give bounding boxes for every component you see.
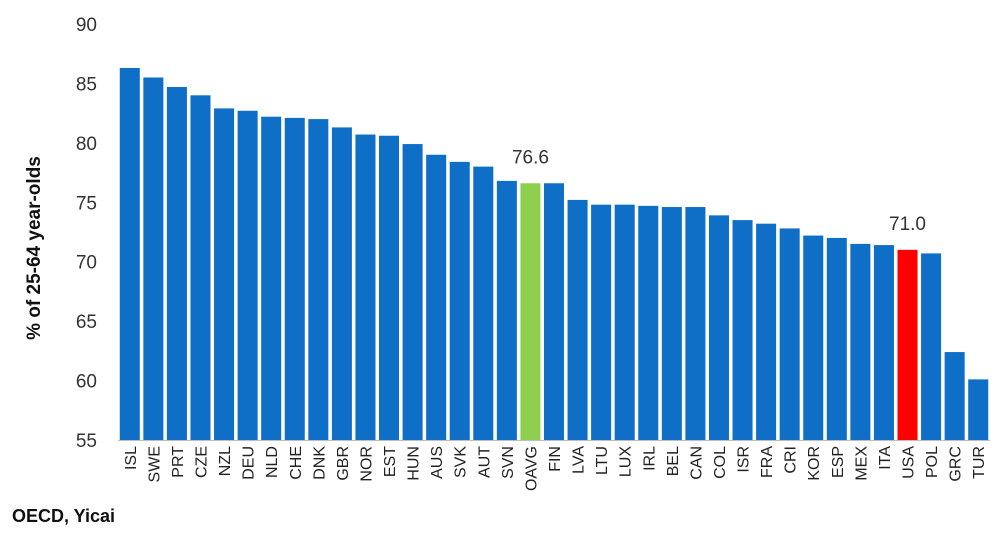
x-tick-label-kor: KOR	[806, 446, 823, 481]
bar-nor	[355, 134, 376, 441]
bar-aus	[426, 154, 447, 441]
bar-dnk	[308, 119, 329, 440]
x-tick-label-isr: ISR	[736, 446, 753, 473]
x-tick-label-isl: ISL	[123, 446, 140, 470]
bar-deu	[237, 110, 258, 441]
x-tick-label-esp: ESP	[830, 446, 847, 478]
x-tick-label-lux: LUX	[618, 446, 635, 477]
x-tick-label-col: COL	[712, 446, 729, 479]
x-tick-label-usa: USA	[901, 446, 918, 479]
x-tick-label-est: EST	[382, 446, 399, 477]
x-tick-label-cri: CRI	[783, 446, 800, 474]
bar-aut	[473, 166, 494, 440]
bar-prt	[166, 86, 187, 441]
bar-irl	[638, 205, 659, 440]
x-tick-label-nzl: NZL	[217, 446, 234, 476]
bar-gbr	[331, 127, 352, 440]
x-tick-label-hun: HUN	[406, 446, 423, 481]
x-tick-label-deu: DEU	[241, 446, 258, 480]
bar-tur	[968, 379, 989, 440]
x-tick-label-pol: POL	[924, 446, 941, 478]
x-tick-label-lva: LVA	[571, 446, 588, 474]
bar-hun	[402, 144, 423, 441]
x-tick-label-oavg: OAVG	[523, 446, 540, 491]
bars	[119, 67, 989, 441]
x-tick-label-ltu: LTU	[594, 446, 611, 475]
bar-usa	[897, 249, 918, 440]
y-axis-title: % of 25-64 year-olds	[24, 156, 45, 340]
x-tick-label-nld: NLD	[264, 446, 281, 478]
x-tick-label-prt: PRT	[170, 446, 187, 478]
x-tick-label-mex: MEX	[853, 446, 870, 481]
y-tick-label: 55	[76, 431, 97, 452]
x-tick-label-swe: SWE	[146, 446, 163, 482]
bar-oavg	[520, 183, 541, 440]
bar-nzl	[214, 108, 235, 440]
source-credit: OECD, Yicai	[12, 506, 116, 526]
bar-ltu	[591, 204, 612, 440]
x-tick-label-ita: ITA	[877, 446, 894, 470]
bar-fin	[543, 183, 565, 440]
bar-cri	[779, 228, 800, 440]
x-tick-label-grc: GRC	[948, 446, 965, 482]
bar-can	[685, 207, 706, 440]
x-tick-label-nor: NOR	[358, 446, 375, 482]
bar-isl	[119, 67, 140, 440]
y-tick-label: 90	[76, 15, 97, 36]
y-tick-label: 60	[76, 372, 97, 393]
data-label-oavg: 76.6	[512, 147, 549, 168]
x-tick-label-gbr: GBR	[335, 446, 352, 481]
bar-bel	[661, 207, 682, 440]
x-tick-label-dnk: DNK	[311, 446, 328, 480]
bar-lva	[567, 199, 588, 440]
x-tick-label-fin: FIN	[547, 446, 564, 472]
bar-swe	[143, 77, 164, 441]
y-tick-label: 70	[76, 253, 97, 274]
data-labels: 76.6 71.0	[512, 147, 926, 235]
bar-nld	[261, 116, 282, 441]
bar-ita	[873, 245, 894, 440]
bar-esp	[826, 237, 847, 440]
x-tick-label-svk: SVK	[453, 446, 470, 478]
bar-grc	[944, 352, 965, 440]
bar-fra	[756, 223, 777, 440]
x-tick-label-bel: BEL	[665, 446, 682, 476]
data-label-usa: 71.0	[889, 214, 926, 235]
x-tick-label-fra: FRA	[759, 446, 776, 478]
y-tick-label: 80	[76, 134, 97, 155]
x-tick-label-aus: AUS	[429, 446, 446, 479]
bar-svk	[449, 161, 470, 440]
x-tick-label-tur: TUR	[971, 446, 988, 479]
y-tick-label: 85	[76, 74, 97, 95]
x-axis-category-labels: ISL SWE PRT CZE NZL DEU NLD CHE DNK GBR NOR EST HUN A…	[123, 446, 988, 491]
x-tick-label-aut: AUT	[476, 446, 493, 478]
bar-col	[708, 215, 729, 440]
bar-cze	[190, 95, 211, 440]
y-tick-label: 75	[76, 193, 97, 214]
bar-kor	[803, 235, 824, 440]
bar-che	[284, 117, 305, 441]
bar-isr	[732, 220, 753, 440]
x-tick-label-cze: CZE	[193, 446, 210, 478]
x-tick-label-svn: SVN	[500, 446, 517, 479]
x-tick-label-irl: IRL	[641, 446, 658, 471]
bar-est	[379, 135, 400, 441]
x-tick-label-can: CAN	[688, 446, 705, 480]
x-tick-label-che: CHE	[288, 446, 305, 480]
y-axis-ticks: 55 60 65 70 75 80 85 90	[76, 15, 97, 452]
bar-svn	[496, 180, 517, 440]
bar-mex	[850, 243, 871, 440]
y-tick-label: 65	[76, 312, 97, 333]
bar-lux	[614, 204, 635, 440]
bar-pol	[921, 253, 942, 440]
